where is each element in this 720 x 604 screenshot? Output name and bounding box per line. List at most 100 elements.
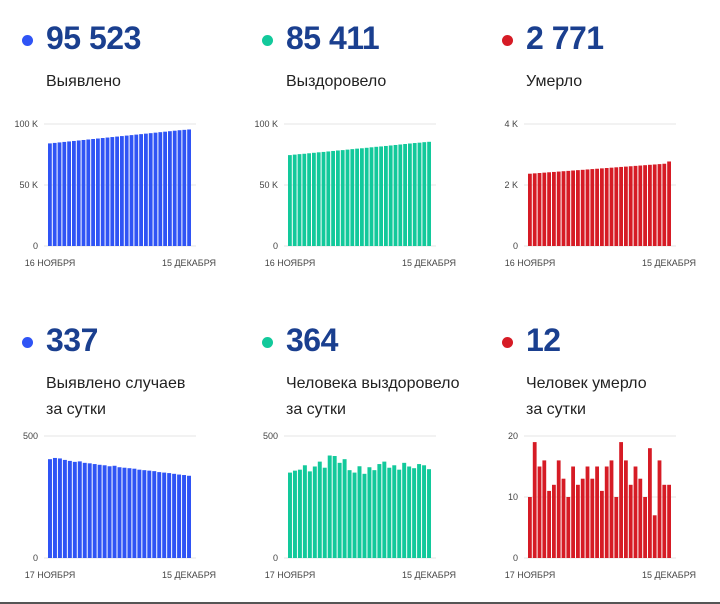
bar [331,150,335,246]
y-tick-label: 0 [273,553,278,563]
bar [638,165,643,246]
stat-value: 12 [526,322,561,358]
y-tick-label: 0 [513,241,518,251]
bottom-divider [0,602,720,604]
bar [662,484,667,558]
bar [162,472,167,558]
bar [628,484,633,558]
stat-sublabel: за сутки [526,401,586,418]
bar-chart: 0 2 K 4 K 16 НОЯБРЯ 15 ДЕКАБРЯ [504,119,696,268]
x-start-label: 16 НОЯБРЯ [505,258,556,268]
bar [321,151,326,246]
bar [127,468,132,558]
bar-chart: 0 10 20 17 НОЯБРЯ 15 ДЕКАБРЯ [505,431,696,580]
bar [566,170,571,246]
bar [643,497,647,558]
bar [355,148,359,246]
bar [142,470,147,558]
y-tick-label: 10 [508,492,518,502]
bar [657,460,662,558]
y-tick-label: 50 K [259,180,278,190]
bar [167,473,172,558]
bar [307,153,311,246]
bar [57,458,62,558]
bar [172,130,177,246]
legend-dot [262,337,273,348]
bar [528,173,532,246]
bar [364,147,369,246]
bar [86,139,91,246]
bar [657,164,662,246]
bar [152,471,157,558]
bar [604,168,609,246]
bar [139,134,143,246]
bar [585,169,590,246]
y-tick-label: 2 K [504,180,518,190]
bar [312,152,316,246]
bar [595,168,599,246]
bar [48,143,52,246]
bar [82,462,87,558]
bar [648,448,652,558]
bar [91,139,95,246]
bar [652,515,657,558]
bar [129,135,134,246]
bar [62,459,67,558]
x-start-label: 17 НОЯБРЯ [505,570,556,580]
x-start-label: 17 НОЯБРЯ [265,570,316,580]
y-tick-label: 500 [23,431,38,441]
x-end-label: 15 ДЕКАБРЯ [162,258,216,268]
bar [342,459,347,558]
bar [52,142,57,246]
bar [590,169,595,246]
bar [337,462,342,558]
bar [614,167,619,246]
bar [580,478,585,558]
bar [288,472,292,558]
bar [352,472,357,558]
bar [600,168,604,246]
bar [667,161,671,246]
bar [547,172,551,246]
bar [97,464,102,558]
bar [76,140,81,246]
bar [382,461,387,558]
bar [332,456,337,558]
bar [163,131,167,246]
bar [137,469,142,558]
bar [571,170,575,246]
y-tick-label: 0 [33,241,38,251]
stat-value: 85 411 [286,20,380,56]
bar [326,151,331,246]
bar [561,478,566,558]
bar [347,470,352,558]
bar [609,167,614,246]
bar [302,153,307,246]
bar [662,163,667,246]
y-tick-label: 500 [263,431,278,441]
bar [369,147,374,246]
stat-card-2: 85 411 Выздоровело 0 50 K 100 K 16 НОЯБРЯ 15 Д… [240,0,480,302]
y-tick-label: 0 [273,241,278,251]
y-tick-label: 100 K [254,119,278,129]
bar [120,136,124,246]
stat-card-1: 95 523 Выявлено 0 50 K 100 K 16 НОЯБРЯ 15 ДЕКА… [0,0,240,302]
bar [609,460,614,558]
bar [427,141,431,246]
bar [322,467,327,558]
bar [67,460,72,558]
bar [187,129,191,246]
bar [580,169,585,246]
bar [336,150,340,246]
bar [172,473,177,558]
bar [115,136,119,246]
bar [367,467,372,558]
bar [542,460,547,558]
bar [147,470,152,558]
bar [72,140,76,246]
y-tick-label: 0 [513,553,518,563]
bar [292,154,297,246]
bar [288,155,292,246]
bar [134,134,139,246]
bar [345,149,350,246]
